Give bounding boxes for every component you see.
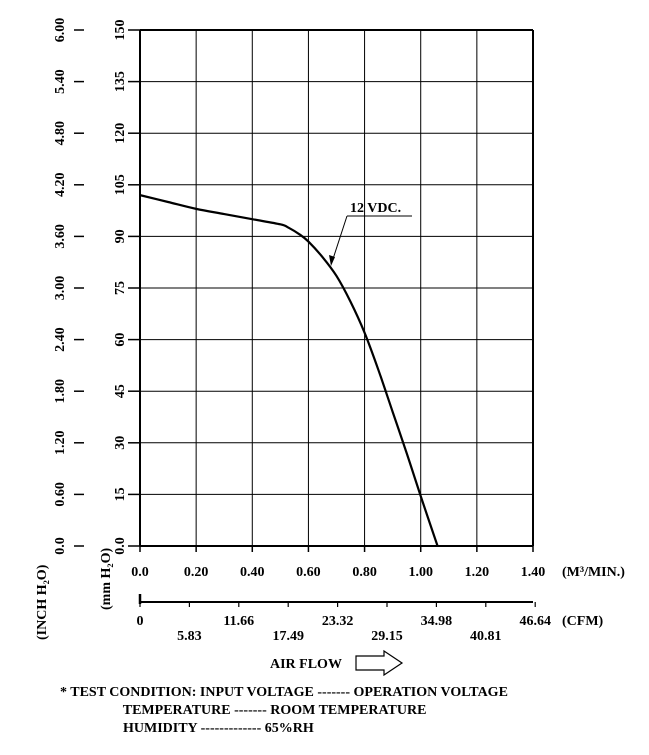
y-tick-label-inch: 4.20: [53, 173, 68, 198]
y-tick-label-mm: 60: [113, 333, 128, 347]
y-unit-primary-label: (mm H₂O): [99, 548, 114, 610]
y-tick-label-inch: 0.0: [53, 537, 68, 555]
series-curve-12vdc: [139, 194, 439, 547]
x-tick-label: 0.20: [184, 565, 209, 580]
y-tick-label-mm: 45: [113, 384, 128, 398]
y-tick-label-inch: 1.80: [53, 379, 68, 404]
x-tick-labels: 0.0 0.20 0.40 0.60 0.80 1.00 1.20 1.40: [131, 565, 545, 580]
y-tick-label-mm: 0.0: [113, 537, 128, 555]
cfm-tick-label: 34.98: [421, 614, 453, 629]
cfm-tick-label: 17.49: [272, 629, 304, 644]
x-axis-label: AIR FLOW: [270, 657, 342, 672]
cfm-tick-label: 0: [137, 614, 144, 629]
air-flow-arrow-icon: [355, 649, 404, 677]
series-label-12vdc: 12 VDC.: [350, 201, 401, 216]
fan-performance-chart: 0.0 15 30 45 60 75 90 105 120 135 150 0.0 0.60 1.20 1.…: [35, 18, 625, 677]
series-curves: [139, 194, 439, 547]
cfm-tick-label: 23.32: [322, 614, 354, 629]
y-tick-label-inch: 0.60: [53, 482, 68, 507]
cfm-tick-label: 40.81: [470, 629, 502, 644]
test-condition-line3: HUMIDITY ------------- 65%RH: [60, 721, 314, 736]
x-tick-label: 0.0: [131, 565, 149, 580]
cfm-tick-label: 5.83: [177, 629, 202, 644]
cfm-tick-label: 11.66: [223, 614, 254, 629]
y-tick-label-inch: 5.40: [53, 69, 68, 94]
series-label-leader: [331, 215, 348, 263]
x-tick-label: 0.40: [240, 565, 265, 580]
x-tick-label: 1.20: [465, 565, 490, 580]
series-label-arrowhead-icon: [329, 255, 335, 266]
y-tick-label-mm: 90: [113, 229, 128, 243]
y-tick-label-mm: 75: [113, 281, 128, 295]
y-tick-label-mm: 105: [113, 174, 128, 195]
y-tick-label-inch: 1.20: [53, 431, 68, 456]
cfm-tick-label: 29.15: [371, 629, 403, 644]
x-unit-primary-label: (M³/MIN.): [562, 565, 625, 580]
x-tick-label: 1.40: [521, 565, 546, 580]
x-tick-label: 1.00: [408, 565, 433, 580]
y-tick-label-inch: 3.00: [53, 276, 68, 301]
y-tick-label-mm: 150: [113, 20, 128, 41]
grid: [74, 29, 534, 552]
y-tick-label-inch: 4.80: [53, 121, 68, 146]
y-tick-label-inch: 6.00: [53, 18, 68, 43]
y-tick-label-inch: 2.40: [53, 327, 68, 352]
y-unit-secondary-label: (INCH H₂O): [35, 564, 50, 640]
test-condition-line2: TEMPERATURE ------- ROOM TEMPERATURE: [60, 703, 427, 718]
y-tick-labels: 0.0 15 30 45 60 75 90 105 120 135 150 0.0 0.60 1.20 1.…: [53, 18, 128, 555]
x-unit-secondary-label: (CFM): [562, 614, 604, 629]
y-tick-label-mm: 15: [113, 487, 128, 501]
x-tick-label: 0.80: [352, 565, 377, 580]
test-condition-line1: * TEST CONDITION: INPUT VOLTAGE ------- …: [60, 685, 508, 700]
y-tick-label-inch: 3.60: [53, 224, 68, 249]
y-tick-label-mm: 135: [113, 71, 128, 92]
cfm-tick-label: 46.64: [519, 614, 551, 629]
x-tick-label: 0.60: [296, 565, 321, 580]
y-tick-label-mm: 30: [113, 436, 128, 450]
cfm-axis: 0 5.83 11.66 17.49 23.32 29.15 34.98 40.81 46.64: [137, 594, 551, 644]
y-tick-label-mm: 120: [113, 123, 128, 144]
